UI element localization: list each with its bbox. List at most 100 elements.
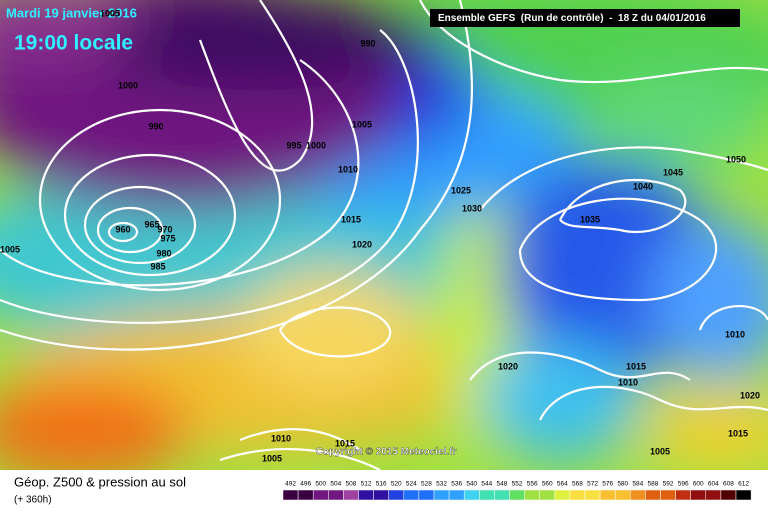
isobar-labels: 1005 990 1000 990 1005 995 1000 1010 1025 1030 101…: [0, 8, 760, 463]
isobar-label: 1045: [663, 167, 683, 177]
scale-swatch: [705, 489, 722, 501]
isobar-label: 1025: [451, 185, 471, 195]
scale-label: 512: [361, 481, 372, 488]
scale-swatch: [645, 489, 661, 501]
scale-label: 580: [617, 481, 628, 488]
scale-swatch: [297, 489, 314, 501]
scale-swatch: [343, 489, 359, 501]
scale-label: 572: [587, 481, 598, 488]
scale-swatch: [373, 489, 389, 501]
isobar-label: 1000: [306, 140, 326, 150]
scale-label: 528: [421, 481, 432, 488]
scale-label: 520: [391, 481, 402, 488]
scale-swatch: [554, 489, 571, 501]
scale-label: 492: [285, 481, 296, 488]
run-info: Ensemble GEFS (Run de contrôle) - 18 Z d…: [438, 13, 706, 24]
scale-label: 556: [527, 481, 538, 488]
scale-swatch: [463, 489, 480, 501]
scale-label: 496: [300, 481, 311, 488]
isobar-label: 980: [156, 248, 171, 258]
isobar-label: 965: [144, 219, 159, 229]
isobar-label: 1015: [335, 438, 355, 448]
isobar-label: 1015: [626, 361, 646, 371]
scale-label: 500: [315, 481, 326, 488]
scale-swatch: [599, 489, 616, 501]
run-box: [430, 9, 740, 27]
color-scale: 492 496 500 504 508 512 516 520 524 528 532 536 540 5…: [282, 481, 752, 501]
scale-label: 608: [723, 481, 734, 488]
scale-swatch: [614, 489, 631, 501]
isobar-label: 985: [150, 261, 165, 271]
scale-label: 560: [542, 481, 553, 488]
scale-label: 544: [481, 481, 492, 488]
scale-swatch: [282, 489, 299, 501]
scale-swatch: [479, 489, 495, 501]
scale-label: 564: [557, 481, 568, 488]
scale-swatch: [569, 489, 586, 501]
isobar-label: 1035: [580, 214, 600, 224]
scale-swatch: [312, 489, 329, 501]
isobar-label: 1050: [726, 154, 746, 164]
isobar-label: 1000: [118, 80, 138, 90]
isobar-label: 1020: [740, 390, 760, 400]
scale-swatch: [735, 489, 752, 501]
scale-label: 596: [678, 481, 689, 488]
scale-label: 600: [693, 481, 704, 488]
isobar-label: 1010: [618, 377, 638, 387]
isobar-label: 1010: [725, 329, 745, 339]
isobar-label: 1030: [462, 203, 482, 213]
isobar-label: 1020: [498, 361, 518, 371]
scale-label: 540: [466, 481, 477, 488]
scale-swatch: [388, 489, 405, 501]
isobar-label: 1015: [728, 428, 748, 438]
isobars: [0, 0, 768, 470]
scale-swatch: [448, 489, 465, 501]
scale-swatch: [690, 489, 707, 501]
isobar-label: 995: [286, 140, 301, 150]
scale-swatch: [660, 489, 676, 501]
isobar-label: 1015: [341, 214, 361, 224]
isobar-label: 1005: [352, 119, 372, 129]
scale-label: 504: [330, 481, 341, 488]
scale-swatch: [539, 489, 556, 501]
isobar-label: 1010: [271, 433, 291, 443]
scale-label: 576: [602, 481, 613, 488]
isobar-label: 1005: [650, 446, 670, 456]
lead-time: (+ 360h): [14, 495, 52, 506]
scale-swatch: [630, 489, 646, 501]
isobar-label: 1010: [338, 164, 358, 174]
scale-swatch: [494, 489, 510, 501]
scale-swatch: [418, 489, 435, 501]
scale-label: 584: [632, 481, 643, 488]
scale-label: 552: [512, 481, 523, 488]
scale-label: 568: [572, 481, 583, 488]
date: Mardi 19 janvier 2016: [6, 5, 137, 20]
isobar-label: 975: [160, 233, 175, 243]
isobar-label: 1040: [633, 181, 653, 191]
isobar-label: 1005: [262, 453, 282, 463]
scale-swatch: [433, 489, 450, 501]
isobar-label: 1020: [352, 239, 372, 249]
scale-label: 588: [648, 481, 659, 488]
scale-label: 524: [406, 481, 417, 488]
copyright: Copyright © 2015 Meteociel.fr: [316, 447, 457, 458]
footer-title: Géop. Z500 & pression au sol: [14, 474, 186, 489]
field: [0, 0, 768, 470]
scale-swatch: [358, 489, 374, 501]
scale-swatch: [328, 489, 344, 501]
scale-label: 508: [346, 481, 357, 488]
isobar-label: 960: [115, 224, 130, 234]
isobar-label: 990: [360, 38, 375, 48]
scale-swatch: [675, 489, 691, 501]
scale-swatch: [509, 489, 525, 501]
scale-swatch: [720, 489, 737, 501]
scale-swatch: [584, 489, 601, 501]
isobar-label: 1005: [0, 244, 20, 254]
scale-label: 532: [436, 481, 447, 488]
local-time: 19:00 locale: [14, 32, 133, 55]
scale-label: 604: [708, 481, 719, 488]
isobar-label: 1005: [100, 8, 120, 18]
scale-swatch: [524, 489, 540, 501]
